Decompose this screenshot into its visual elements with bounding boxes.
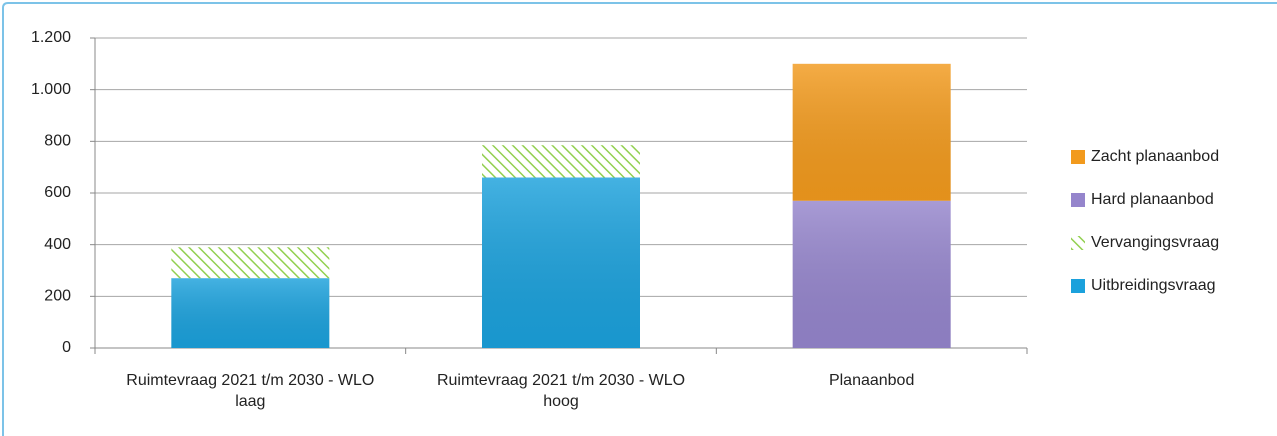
y-tick-label: 1.200 [31,29,71,46]
legend-swatch [1071,150,1085,164]
legend-swatch [1071,236,1085,250]
y-tick-label: 0 [62,339,71,356]
y-tick-label: 200 [44,288,71,305]
legend-label: Uitbreidingsvraag [1091,277,1216,294]
y-tick-label: 600 [44,184,71,201]
bar-shade [482,177,640,348]
bar-shade [792,63,951,201]
legend-label: Hard planaanbod [1091,191,1214,208]
legend-label: Zacht planaanbod [1091,148,1219,165]
bar-shade [171,278,330,348]
legend-swatch [1071,193,1085,207]
x-tick-label: Planaanbod [828,372,915,389]
legend-swatch [1071,279,1085,293]
y-tick-label: 400 [44,236,71,253]
bar-shade [792,200,951,348]
x-tick-label: Ruimtevraag 2021 t/m 2030 - WLO hoog [436,372,686,410]
bar-segment [482,145,640,178]
y-tick-label: 1.000 [31,81,71,98]
y-tick-label: 800 [44,133,71,150]
x-tick-label: Ruimtevraag 2021 t/m 2030 - WLO laag [126,372,375,410]
bar-segment [171,247,330,279]
legend-label: Vervangingsvraag [1091,234,1219,251]
